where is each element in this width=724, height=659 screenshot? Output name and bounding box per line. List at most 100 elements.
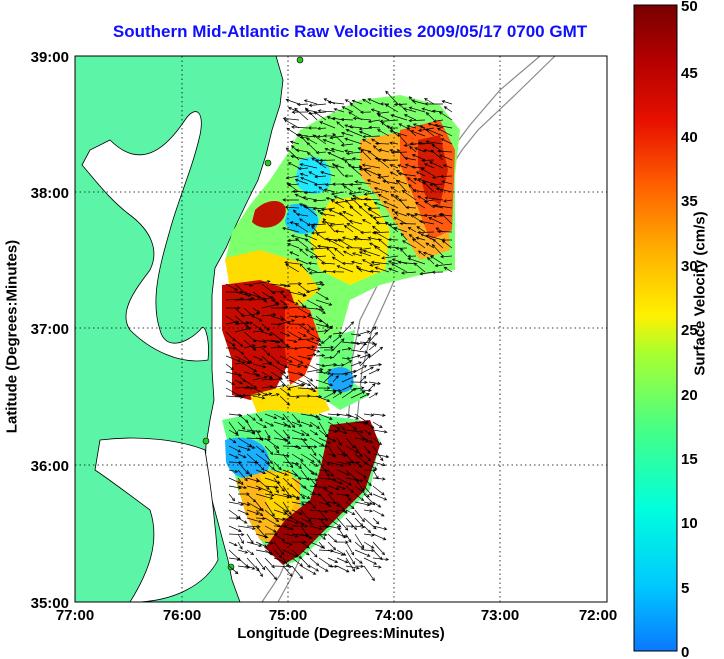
velocity-arrow [345, 128, 363, 137]
velocity-arrow [362, 249, 381, 257]
velocity-arrow [246, 413, 256, 421]
velocity-arrow [318, 541, 325, 550]
velocity-arrow [243, 344, 256, 349]
velocity-arrow [357, 187, 372, 193]
velocity-arrow [288, 315, 299, 319]
velocity-arrow [425, 140, 444, 145]
velocity-arrow [270, 363, 287, 374]
velocity-arrow [372, 437, 383, 446]
velocity-arrow [270, 377, 283, 381]
velocity-arrow [354, 493, 365, 501]
velocity-arrow [332, 338, 345, 351]
velocity-arrow [369, 263, 381, 267]
velocity-arrow [341, 387, 357, 399]
velocity-arrow [340, 157, 354, 161]
velocity-arrow [264, 493, 275, 497]
velocity-arrow [329, 135, 345, 140]
velocity-arrow [361, 219, 372, 225]
velocity-arrow [311, 225, 318, 233]
velocity-arrow [306, 307, 325, 312]
velocity-arrow [300, 565, 317, 575]
velocity-arrow [246, 485, 262, 491]
velocity-arrow [261, 377, 273, 381]
velocity-arrow [354, 461, 363, 468]
y-axis-label: Latitude (Degrees:Minutes) [3, 239, 21, 434]
velocity-arrow [367, 208, 381, 217]
velocity-arrow [327, 501, 337, 505]
velocity-arrow [264, 469, 280, 478]
velocity-arrow [363, 477, 372, 487]
velocity-arrow [291, 517, 305, 526]
velocity-arrow [322, 218, 336, 233]
velocity-arrow [318, 501, 332, 507]
velocity-arrow [225, 320, 240, 325]
velocity-arrow [371, 138, 381, 145]
velocity-arrow [299, 263, 309, 273]
velocity-arrow [437, 149, 453, 153]
velocity-arrow [309, 469, 318, 476]
velocity-arrow [379, 102, 390, 106]
velocity-arrow [332, 133, 345, 145]
velocity-arrow [279, 379, 291, 391]
velocity-arrow [255, 413, 263, 422]
velocity-arrow [323, 348, 335, 352]
velocity-arrow [237, 461, 249, 475]
velocity-arrow [363, 485, 373, 496]
velocity-arrow [282, 421, 292, 428]
velocity-arrow [359, 393, 371, 399]
velocity-arrow [345, 493, 352, 502]
velocity-arrow [237, 533, 244, 545]
velocity-arrow [291, 453, 304, 462]
velocity-arrow [372, 421, 383, 428]
velocity-arrow [360, 149, 372, 161]
velocity-arrow [261, 302, 280, 309]
velocity-arrow [255, 501, 264, 512]
velocity-arrow [344, 99, 354, 105]
velocity-arrow [264, 549, 274, 556]
colorbar-tick-label: 10 [681, 515, 698, 532]
velocity-arrow [300, 429, 310, 437]
velocity-arrow [372, 509, 385, 517]
velocity-arrow [315, 386, 331, 390]
velocity-arrow [297, 337, 315, 341]
velocity-arrow [442, 164, 453, 169]
velocity-arrow [243, 321, 254, 325]
velocity-arrow [306, 223, 318, 227]
velocity-arrow [402, 107, 417, 113]
velocity-arrow [252, 291, 268, 303]
y-axis-ticks: 39:00 38:00 37:00 36:00 35:00 [31, 49, 69, 612]
velocity-arrow [372, 445, 384, 462]
velocity-arrow [327, 100, 345, 105]
velocity-arrow [421, 158, 435, 163]
velocity-arrow [228, 485, 242, 490]
velocity-arrow [363, 168, 381, 177]
velocity-arrow [319, 158, 336, 163]
velocity-arrow [408, 106, 426, 113]
velocity-arrow [299, 248, 309, 257]
velocity-arrow [237, 517, 248, 524]
colorbar-tick-label: 30 [681, 258, 698, 275]
velocity-arrow [334, 247, 345, 257]
velocity-arrow [354, 437, 366, 441]
velocity-arrow [341, 236, 354, 241]
velocity-arrow [363, 203, 372, 209]
velocity-arrow [323, 391, 337, 399]
velocity-arrow [318, 444, 329, 448]
velocity-arrow [387, 237, 399, 242]
velocity-arrow [323, 134, 336, 138]
velocity-arrow [354, 501, 371, 507]
velocity-arrow [340, 117, 354, 122]
velocity-arrow [414, 202, 426, 209]
velocity-arrow [246, 469, 253, 478]
velocity-arrow [329, 223, 345, 227]
velocity-arrow [359, 341, 376, 345]
velocity-arrow [290, 155, 309, 161]
velocity-arrow [264, 437, 280, 449]
velocity-arrow [336, 517, 349, 531]
velocity-arrow [255, 469, 267, 475]
velocity-arrow [373, 231, 390, 241]
velocity-arrow [273, 493, 291, 499]
velocity-arrow [432, 119, 444, 123]
velocity-arrow [440, 174, 453, 179]
velocity-arrow [432, 238, 444, 249]
